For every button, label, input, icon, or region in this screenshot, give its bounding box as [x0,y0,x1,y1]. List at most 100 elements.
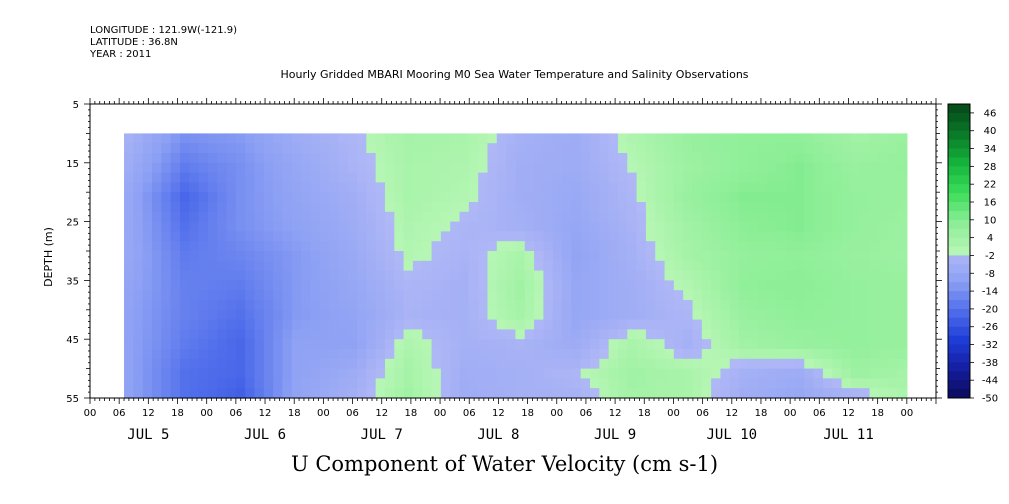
heatmap-cell [673,192,684,203]
heatmap-cell [384,143,395,154]
colorbar-swatch [948,264,970,274]
heatmap-cell [450,211,461,223]
y-tick-label: 5 [73,100,79,111]
heatmap-cell [832,280,843,291]
heatmap-cell [329,162,339,174]
heatmap-cell [850,270,861,281]
heatmap-cell [683,368,694,379]
heatmap-cell [850,290,861,301]
heatmap-cell [263,368,274,379]
heatmap-cell [245,388,256,399]
heatmap-cell [729,270,740,281]
heatmap-cell [403,221,414,232]
heatmap-cell [562,358,572,370]
heatmap-cell [673,260,684,272]
heatmap-cell [459,241,470,252]
heatmap-cell [366,162,377,174]
heatmap-cell [189,339,200,350]
heatmap-cell [888,309,899,321]
heatmap-cell [301,358,312,370]
heatmap-cell [813,270,824,281]
heatmap-cell [860,251,871,262]
heatmap-cell [468,202,479,213]
heatmap-cell [403,358,414,370]
heatmap-cell [217,153,228,164]
heatmap-cell [338,270,349,281]
heatmap-cell [282,231,293,242]
heatmap-cell [645,260,656,272]
heatmap-cell [729,202,740,213]
heatmap-cell [729,368,740,379]
heatmap-cell [767,162,777,174]
heatmap-cell [645,368,656,379]
heatmap-cell [440,133,451,144]
heatmap-cell [897,211,908,223]
heatmap-cell [515,329,526,340]
heatmap-cell [291,143,302,154]
colorbar-label: 34 [984,144,997,155]
heatmap-cell [692,300,703,311]
heatmap-cell [338,329,349,340]
heatmap-cell [562,241,572,252]
heatmap-cell [403,388,414,399]
heatmap-cell [431,280,442,291]
heatmap-cell [711,319,722,330]
heatmap-cell [571,202,582,213]
heatmap-cell [664,162,675,174]
heatmap-cell [692,339,703,350]
heatmap-cell [357,172,367,183]
heatmap-cell [487,339,498,350]
heatmap-cell [617,211,628,223]
heatmap-cell [310,162,321,174]
heatmap-cell [478,339,489,350]
heatmap-cell [151,192,162,203]
heatmap-cell [254,349,265,360]
heatmap-cell [133,211,144,223]
heatmap-cell [291,329,302,340]
heatmap-cell [664,270,675,281]
heatmap-cell [720,172,731,183]
heatmap-cell [813,349,824,360]
heatmap-cell [124,339,134,350]
heatmap-cell [850,153,861,164]
heatmap-cell [515,172,526,183]
heatmap-cell [599,251,610,262]
heatmap-cell [850,172,861,183]
heatmap-cell [683,143,694,154]
heatmap-cell [860,309,871,321]
heatmap-cell [366,280,377,291]
heatmap-cell [217,349,228,360]
heatmap-cell [813,388,824,399]
heatmap-cell [692,211,703,223]
heatmap-cell [357,260,367,272]
heatmap-cell [795,143,805,154]
heatmap-cell [617,329,628,340]
heatmap-cell [860,339,871,350]
heatmap-cell [394,251,405,262]
heatmap-cell [673,231,684,242]
heatmap-cell [394,349,405,360]
heatmap-cell [440,192,451,203]
heatmap-cell [832,211,843,223]
heatmap-cell [795,153,805,164]
heatmap-cell [701,378,712,389]
heatmap-cell [785,388,796,399]
heatmap-cell [440,280,451,291]
heatmap-cell [869,260,880,272]
heatmap-cell [767,329,777,340]
heatmap-cell [552,133,563,144]
heatmap-cell [384,329,395,340]
heatmap-cell [664,358,675,370]
heatmap-cell [627,182,638,193]
heatmap-cell [133,251,144,262]
heatmap-cell [673,143,684,154]
heatmap-cell [450,143,461,154]
heatmap-cell [245,309,256,321]
heatmap-cell [263,329,274,340]
heatmap-cell [282,270,293,281]
heatmap-cell [692,143,703,154]
heatmap-cell [832,339,843,350]
heatmap-cell [552,241,563,252]
heatmap-cell [254,251,265,262]
heatmap-cell [701,241,712,252]
